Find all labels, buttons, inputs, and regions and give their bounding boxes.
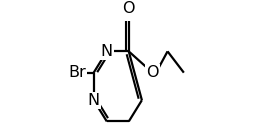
Text: N: N (101, 44, 113, 59)
Text: O: O (122, 1, 135, 16)
Text: Br: Br (69, 65, 86, 80)
Text: N: N (88, 93, 100, 108)
Text: O: O (146, 65, 159, 80)
